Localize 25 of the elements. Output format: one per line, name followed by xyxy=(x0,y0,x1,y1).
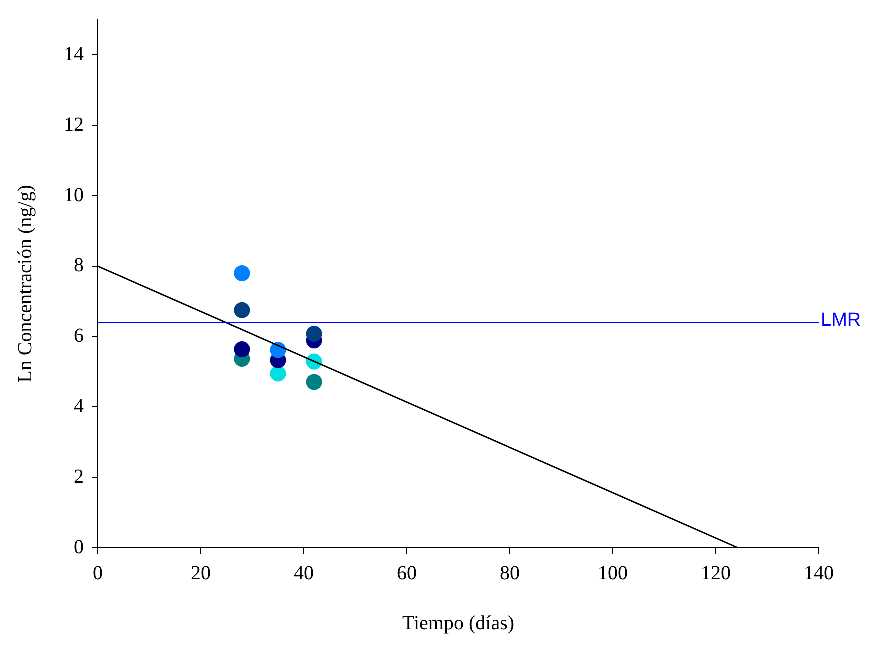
point xyxy=(234,341,250,358)
x-tick-label: 40 xyxy=(294,562,314,584)
x-tick-label: 60 xyxy=(397,562,417,584)
point xyxy=(306,374,322,390)
x-tick-label: 0 xyxy=(93,562,103,584)
x-tick-label: 100 xyxy=(598,562,628,584)
x-tick-label: 20 xyxy=(191,562,211,584)
y-tick-label: 0 xyxy=(74,536,84,558)
y-tick-label: 12 xyxy=(64,114,84,136)
y-tick-label: 8 xyxy=(74,254,84,277)
point xyxy=(234,302,250,318)
y-tick-label: 6 xyxy=(74,325,84,348)
x-axis-title: Tiempo (días) xyxy=(402,612,515,634)
y-tick-label: 14 xyxy=(64,43,84,66)
point xyxy=(234,265,250,282)
x-tick-label: 140 xyxy=(804,562,834,584)
ref-line-label: LMR xyxy=(821,310,862,331)
point xyxy=(306,326,322,342)
y-tick-label: 4 xyxy=(74,395,84,418)
point xyxy=(270,366,286,382)
y-tick-label: 2 xyxy=(74,466,84,488)
y-axis-title: Ln Concentración (ng/g) xyxy=(14,185,36,383)
y-tick-label: 10 xyxy=(64,184,84,206)
x-tick-label: 80 xyxy=(500,562,520,584)
x-tick-label: 120 xyxy=(701,562,731,584)
